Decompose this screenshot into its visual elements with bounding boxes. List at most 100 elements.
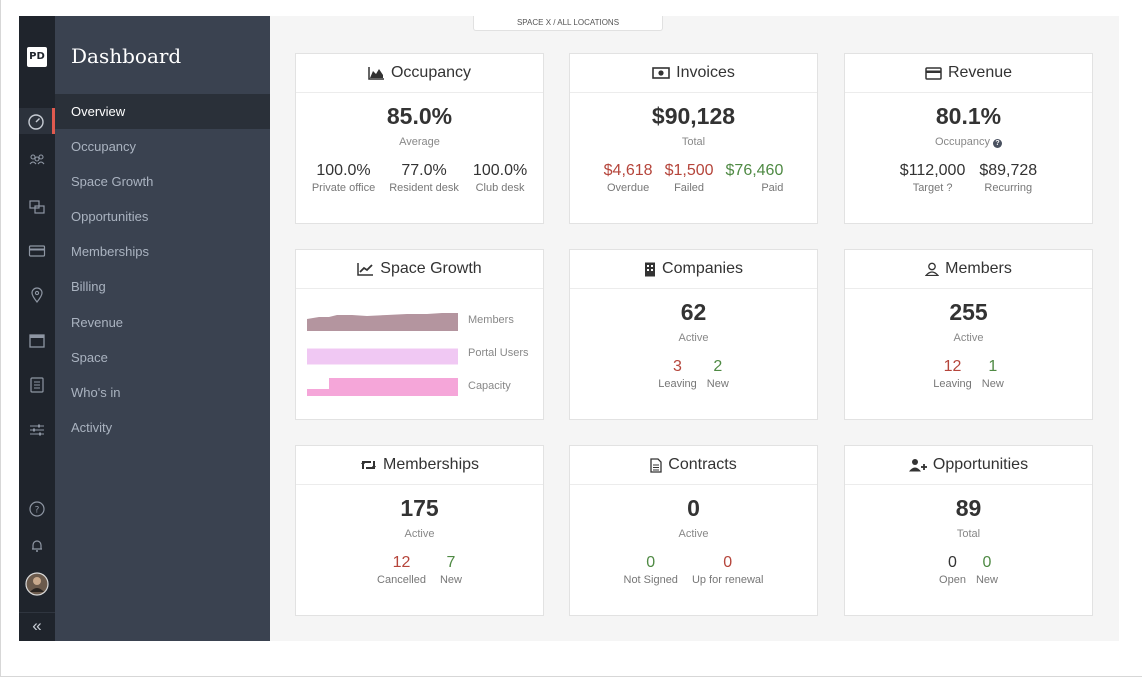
sidebar-menu: Dashboard Overview Occupancy Space Growt…	[55, 16, 270, 641]
sidebar-item-opportunities[interactable]: Opportunities	[71, 209, 149, 224]
members-card[interactable]: Members 255 Active 12 Leaving 1 New	[844, 249, 1093, 420]
sidebar-item-billing[interactable]: Billing	[71, 279, 106, 294]
space-rail-button[interactable]	[19, 194, 55, 220]
revenue-value: 80.1%	[935, 103, 1002, 129]
user-avatar[interactable]	[19, 571, 55, 597]
stat-value: 0	[723, 554, 733, 571]
dashboard-rail-button[interactable]	[19, 108, 55, 134]
legend-members: Members	[468, 314, 514, 326]
card-title: Revenue	[947, 64, 1013, 81]
sidebar-item-revenue[interactable]: Revenue	[71, 315, 124, 330]
legend-portal-users: Portal Users	[468, 347, 529, 359]
stat-value: $1,500	[664, 162, 714, 179]
sidebar-item-occupancy[interactable]: Occupancy	[71, 139, 137, 154]
members-sparkline	[307, 313, 458, 331]
invoices-stats: $4,618 Overdue $1,500 Failed $76,460 Paid	[570, 162, 817, 195]
stat-leaving: 12 Leaving	[933, 358, 972, 391]
stat-resident-desk: 77.0% Resident desk	[389, 162, 459, 195]
sidebar-item-memberships[interactable]: Memberships	[71, 244, 150, 259]
collapse-sidebar-button[interactable]: «	[19, 612, 55, 638]
stat-overdue: $4,618 Overdue	[604, 162, 653, 195]
location-rail-button[interactable]	[19, 282, 55, 308]
stat-value: 3	[673, 358, 682, 375]
contracts-value: 0	[687, 495, 700, 521]
help-rail-button[interactable]: ?	[19, 496, 55, 522]
card-title: Invoices	[676, 64, 735, 81]
portal-users-sparkline	[307, 348, 458, 365]
card-header: Contracts	[570, 446, 817, 485]
revenue-card[interactable]: Revenue 80.1% Occupancy ? $112,000 Target…	[844, 53, 1093, 224]
calendar-rail-button[interactable]	[19, 328, 55, 354]
stat-value: $89,728	[979, 162, 1038, 179]
stat-open: 0 Open	[939, 554, 966, 587]
help-icon[interactable]: ?	[946, 182, 953, 194]
memberships-stats: 12 Cancelled 7 New	[296, 554, 543, 587]
companies-sub: Active	[678, 332, 709, 344]
area-chart-icon	[368, 67, 384, 80]
calendar-icon	[29, 334, 45, 348]
settings-rail-button[interactable]	[19, 417, 55, 443]
capacity-sparkline	[307, 378, 458, 396]
sidebar-item-activity[interactable]: Activity	[71, 420, 113, 435]
stat-new: 1 New	[982, 358, 1004, 391]
stat-label: Leaving	[658, 378, 697, 390]
invoices-value: $90,128	[651, 103, 736, 129]
svg-text:?: ?	[35, 506, 40, 516]
sidebar-item-overview[interactable]: Overview	[55, 94, 270, 129]
stat-value: 12	[943, 358, 962, 375]
sidebar-item-whos-in[interactable]: Who's in	[71, 385, 121, 400]
stat-value: 100.0%	[316, 162, 371, 179]
stat-label: Recurring	[984, 182, 1033, 194]
stat-new: 0 New	[976, 554, 998, 587]
stat-label: Club desk	[475, 182, 525, 194]
stat-private-office: 100.0% Private office	[312, 162, 375, 195]
members-rail-button[interactable]	[19, 146, 55, 172]
stat-value: 1	[988, 358, 998, 375]
card-title: Memberships	[382, 456, 480, 473]
stat-label: Leaving	[933, 378, 972, 390]
document-icon	[650, 457, 662, 473]
billing-rail-button[interactable]	[19, 238, 55, 264]
location-breadcrumb[interactable]: SPACE X / ALL LOCATIONS	[473, 16, 663, 31]
space-growth-card[interactable]: Space Growth Members Portal Users Capaci…	[295, 249, 544, 420]
occupancy-stats: 100.0% Private office 77.0% Resident desk …	[296, 162, 543, 195]
opportunities-card[interactable]: Opportunities 89 Total 0 Open 0 New	[844, 445, 1093, 616]
stat-up-for-renewal: 0 Up for renewal	[692, 554, 764, 587]
companies-card[interactable]: Companies 62 Active 3 Leaving 2 New	[569, 249, 818, 420]
sidebar-item-space-growth[interactable]: Space Growth	[71, 174, 154, 189]
card-header: Space Growth	[296, 250, 543, 289]
stat-label: New	[981, 378, 1004, 390]
stat-paid: $76,460 Paid	[726, 162, 784, 195]
memberships-card[interactable]: Memberships 175 Active 12 Cancelled 7 New	[295, 445, 544, 616]
card-title: Opportunities	[932, 456, 1029, 473]
speedometer-icon	[27, 114, 44, 130]
opportunities-value: 89	[955, 495, 982, 521]
retweet-icon	[360, 461, 376, 469]
app-logo[interactable]: PD	[27, 47, 47, 67]
stat-new: 2 New	[707, 358, 729, 391]
stat-label: Not Signed	[623, 574, 678, 586]
card-title: Companies	[662, 260, 743, 277]
reports-rail-button[interactable]	[19, 372, 55, 398]
companies-stats: 3 Leaving 2 New	[570, 358, 817, 391]
occupancy-sub: Average	[399, 136, 440, 148]
notifications-rail-button[interactable]	[19, 532, 55, 558]
stat-not-signed: 0 Not Signed	[624, 554, 678, 587]
users-icon	[29, 154, 45, 165]
stat-label: Paid	[761, 182, 784, 194]
occupancy-card[interactable]: Occupancy 85.0% Average 100.0% Private of…	[295, 53, 544, 224]
help-icon[interactable]: ?	[993, 139, 1003, 148]
sidebar-item-space[interactable]: Space	[71, 350, 108, 365]
card-header: Occupancy	[296, 54, 543, 93]
list-icon	[30, 377, 44, 393]
squares-icon	[29, 200, 45, 214]
contracts-card[interactable]: Contracts 0 Active 0 Not Signed 0 Up for r…	[569, 445, 818, 616]
bell-icon	[32, 540, 42, 552]
stat-club-desk: 100.0% Club desk	[473, 162, 527, 195]
stat-value: $112,000	[899, 162, 966, 179]
icon-rail: PD ? «	[19, 16, 55, 641]
memberships-value: 175	[400, 495, 439, 521]
invoices-card[interactable]: Invoices $90,128 Total $4,618 Overdue $1,…	[569, 53, 818, 224]
stat-value: 77.0%	[401, 162, 447, 179]
